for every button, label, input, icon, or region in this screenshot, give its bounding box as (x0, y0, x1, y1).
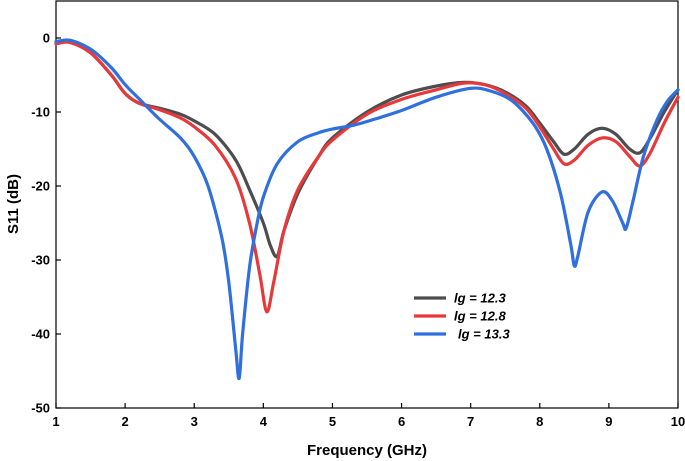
x-axis: 1 2 3 4 5 6 7 8 9 10 (52, 403, 685, 429)
y-tick-label: -50 (31, 401, 50, 416)
x-tick-label: 5 (329, 414, 336, 429)
series-group (54, 38, 680, 381)
x-tick-label: 10 (671, 414, 685, 429)
x-tick-label: 9 (605, 414, 612, 429)
plot-area-frame (55, 0, 679, 409)
y-axis: 0 -10 -20 -30 -40 -50 (31, 31, 61, 416)
y-tick-label: -40 (31, 327, 50, 342)
x-tick-label: 8 (536, 414, 543, 429)
y-tick-label: -30 (31, 253, 50, 268)
series-line-3 (54, 38, 680, 381)
x-tick-label: 4 (260, 414, 268, 429)
y-tick-label: 0 (43, 31, 50, 46)
y-tick-label: -10 (31, 105, 50, 120)
x-tick-label: 1 (52, 414, 59, 429)
legend-label-2: lg = 12.8 (454, 309, 506, 324)
x-tick-label: 6 (398, 414, 405, 429)
legend: lg = 12.3 lg = 12.8 lg = 13.3 (414, 291, 510, 342)
x-tick-label: 7 (467, 414, 474, 429)
y-axis-title: S11 (dB) (5, 174, 22, 234)
legend-label-3: lg = 13.3 (458, 327, 510, 342)
x-axis-title: Frequency (GHz) (307, 442, 427, 459)
y-tick-label: -20 (31, 179, 50, 194)
legend-label-1: lg = 12.3 (454, 291, 506, 306)
series-line-2 (54, 40, 680, 314)
x-tick-label: 3 (191, 414, 198, 429)
x-tick-label: 2 (121, 414, 128, 429)
